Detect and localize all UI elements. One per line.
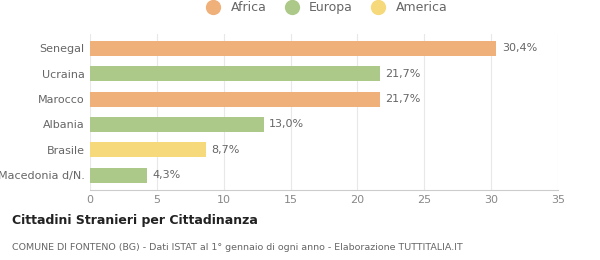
Bar (90, 66, 380, 81)
Text: 13,0%: 13,0% (269, 119, 304, 129)
Text: COMUNE DI FONTENO (BG) - Dati ISTAT al 1° gennaio di ogni anno - Elaborazione TU: COMUNE DI FONTENO (BG) - Dati ISTAT al 1… (12, 243, 463, 252)
Text: 4,3%: 4,3% (153, 170, 181, 180)
Text: 30,4%: 30,4% (502, 43, 537, 54)
Bar (90, 41, 496, 56)
Legend: Africa, Europa, America: Africa, Europa, America (196, 0, 452, 20)
Bar (90, 117, 264, 132)
Text: 21,7%: 21,7% (386, 94, 421, 104)
Text: Cittadini Stranieri per Cittadinanza: Cittadini Stranieri per Cittadinanza (12, 214, 258, 227)
Bar (90, 142, 206, 157)
Text: 21,7%: 21,7% (386, 69, 421, 79)
Bar (90, 92, 380, 107)
Text: 8,7%: 8,7% (212, 145, 240, 155)
Bar (90, 167, 148, 183)
